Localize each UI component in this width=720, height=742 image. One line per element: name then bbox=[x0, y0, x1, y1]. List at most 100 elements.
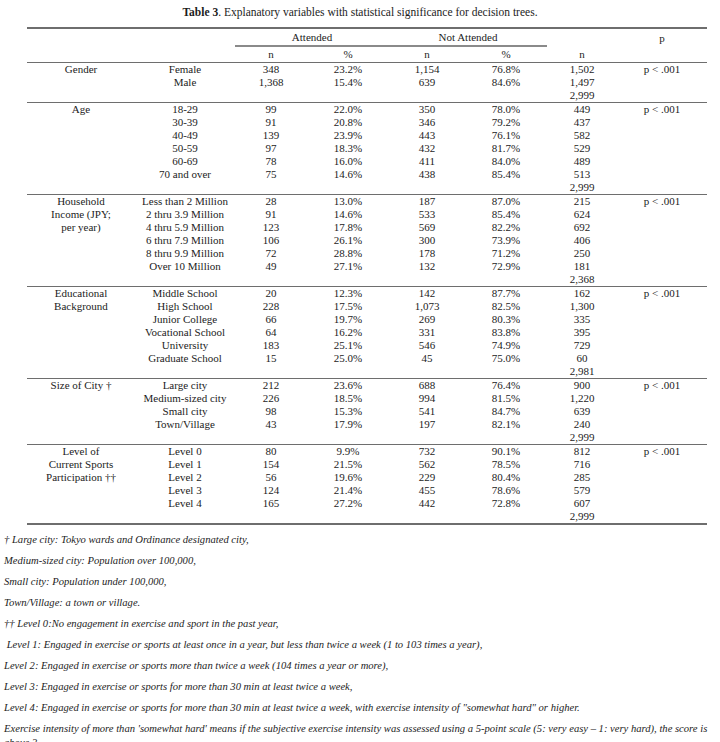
category-cell: Large city bbox=[135, 379, 235, 393]
not-attended-pct-cell: 73.9% bbox=[465, 234, 547, 247]
table-section: Size of City †Large city21223.6%68876.4%… bbox=[27, 379, 707, 445]
footnote: Small city: Population under 100,000, bbox=[4, 575, 716, 589]
category-cell bbox=[135, 365, 235, 379]
p-value-cell: p < .001 bbox=[617, 445, 707, 525]
attended-pct-cell: 25.0% bbox=[307, 352, 389, 365]
total-n-cell: 162 bbox=[547, 287, 617, 301]
not-attended-pct-cell: 78.0% bbox=[465, 103, 547, 117]
category-cell: Level 2 bbox=[135, 471, 235, 484]
variable-label-line: Gender bbox=[27, 63, 135, 76]
attended-pct-cell: 21.4% bbox=[307, 484, 389, 497]
not-attended-n-cell: 45 bbox=[389, 352, 465, 365]
table-section: EducationalBackgroundMiddle School2012.3… bbox=[27, 287, 707, 379]
attended-pct-cell: 26.1% bbox=[307, 234, 389, 247]
attended-n-cell: 78 bbox=[235, 155, 307, 168]
not-attended-pct-cell: 87.7% bbox=[465, 287, 547, 301]
attended-group-header: Attended bbox=[235, 28, 389, 46]
variable-label: EducationalBackground bbox=[27, 287, 135, 379]
attended-n-cell: 124 bbox=[235, 484, 307, 497]
attended-pct-cell bbox=[307, 89, 389, 103]
header-spacer bbox=[617, 46, 707, 63]
category-cell: Medium-sized city bbox=[135, 392, 235, 405]
variable-label-line: Size of City † bbox=[27, 379, 135, 392]
category-cell: 70 and over bbox=[135, 168, 235, 181]
attended-n-cell: 212 bbox=[235, 379, 307, 393]
attended-n-cell: 165 bbox=[235, 497, 307, 510]
total-n-cell: 489 bbox=[547, 155, 617, 168]
total-n-cell: 181 bbox=[547, 260, 617, 273]
attended-pct-cell bbox=[307, 273, 389, 287]
table-section: GenderFemale34823.2%1,15476.8%1,502p < .… bbox=[27, 63, 707, 103]
not-attended-n-cell: 300 bbox=[389, 234, 465, 247]
not-attended-pct-cell: 82.2% bbox=[465, 221, 547, 234]
not-attended-n-cell: 197 bbox=[389, 418, 465, 431]
not-attended-pct-cell bbox=[465, 510, 547, 524]
not-attended-n-cell: 331 bbox=[389, 326, 465, 339]
category-cell: Junior College bbox=[135, 313, 235, 326]
attended-n-cell bbox=[235, 510, 307, 524]
variable-label-line: Age bbox=[27, 103, 135, 116]
not-attended-n-cell bbox=[389, 365, 465, 379]
attended-n-cell: 97 bbox=[235, 142, 307, 155]
total-n-cell: 529 bbox=[547, 142, 617, 155]
table-row: Age18-299922.0%35078.0%449p < .001 bbox=[27, 103, 707, 117]
attended-pct-cell bbox=[307, 510, 389, 524]
category-cell: 18-29 bbox=[135, 103, 235, 117]
attended-pct-cell: 17.5% bbox=[307, 300, 389, 313]
table-row: HouseholdIncome (JPY;per year)Less than … bbox=[27, 195, 707, 209]
category-cell: High School bbox=[135, 300, 235, 313]
attended-n-cell: 1,368 bbox=[235, 76, 307, 89]
total-n-cell: 639 bbox=[547, 405, 617, 418]
not-attended-n-cell: 432 bbox=[389, 142, 465, 155]
attended-pct-cell: 19.7% bbox=[307, 313, 389, 326]
attended-n-cell: 20 bbox=[235, 287, 307, 301]
variable-label-line: Background bbox=[27, 300, 135, 313]
p-value-cell: p < .001 bbox=[617, 63, 707, 103]
paper-page: Table 3. Explanatory variables with stat… bbox=[0, 0, 720, 742]
category-cell: 50-59 bbox=[135, 142, 235, 155]
category-cell: Level 0 bbox=[135, 445, 235, 459]
not-attended-n-cell: 1,073 bbox=[389, 300, 465, 313]
category-cell: Town/Village bbox=[135, 418, 235, 431]
not-attended-n-cell: 187 bbox=[389, 195, 465, 209]
not-attended-pct-cell bbox=[465, 181, 547, 195]
section-total-cell: 2,999 bbox=[547, 431, 617, 445]
not-attended-pct-cell: 85.4% bbox=[465, 168, 547, 181]
footnote: †† Level 0:No engagement in exercise and… bbox=[4, 617, 716, 631]
not-attended-pct-cell: 81.5% bbox=[465, 392, 547, 405]
attended-pct-cell: 13.0% bbox=[307, 195, 389, 209]
total-n-cell: 1,502 bbox=[547, 63, 617, 77]
total-n-cell: 240 bbox=[547, 418, 617, 431]
not-attended-n-cell: 178 bbox=[389, 247, 465, 260]
total-n-header: n bbox=[547, 46, 617, 63]
attended-pct-cell: 22.0% bbox=[307, 103, 389, 117]
category-cell: Level 1 bbox=[135, 458, 235, 471]
table-caption-number: Table 3 bbox=[182, 6, 218, 18]
attended-pct-cell: 23.2% bbox=[307, 63, 389, 77]
not-attended-pct-cell: 76.4% bbox=[465, 379, 547, 393]
footnote: Level 1: Engaged in exercise or sports a… bbox=[4, 638, 716, 652]
attended-n-cell: 348 bbox=[235, 63, 307, 77]
category-cell: 4 thru 5.9 Million bbox=[135, 221, 235, 234]
attended-n-cell: 43 bbox=[235, 418, 307, 431]
category-cell: University bbox=[135, 339, 235, 352]
total-n-cell: 406 bbox=[547, 234, 617, 247]
variable-label-line: Participation †† bbox=[27, 471, 135, 484]
total-n-cell: 1,300 bbox=[547, 300, 617, 313]
category-cell: 30-39 bbox=[135, 116, 235, 129]
attended-pct-cell: 19.6% bbox=[307, 471, 389, 484]
not-attended-n-cell: 132 bbox=[389, 260, 465, 273]
attended-pct-cell: 27.1% bbox=[307, 260, 389, 273]
category-cell bbox=[135, 510, 235, 524]
not-attended-n-cell bbox=[389, 431, 465, 445]
p-value-cell: p < .001 bbox=[617, 287, 707, 379]
attended-n-cell: 98 bbox=[235, 405, 307, 418]
footnote: Level 4: Engaged in exercise or sports f… bbox=[4, 701, 716, 715]
total-n-cell: 60 bbox=[547, 352, 617, 365]
not-attended-n-cell bbox=[389, 510, 465, 524]
not-attended-pct-cell: 87.0% bbox=[465, 195, 547, 209]
not-attended-pct-cell: 71.2% bbox=[465, 247, 547, 260]
footnotes: † Large city: Tokyo wards and Ordinance … bbox=[4, 533, 716, 742]
attended-n-cell: 91 bbox=[235, 208, 307, 221]
total-n-cell: 716 bbox=[547, 458, 617, 471]
